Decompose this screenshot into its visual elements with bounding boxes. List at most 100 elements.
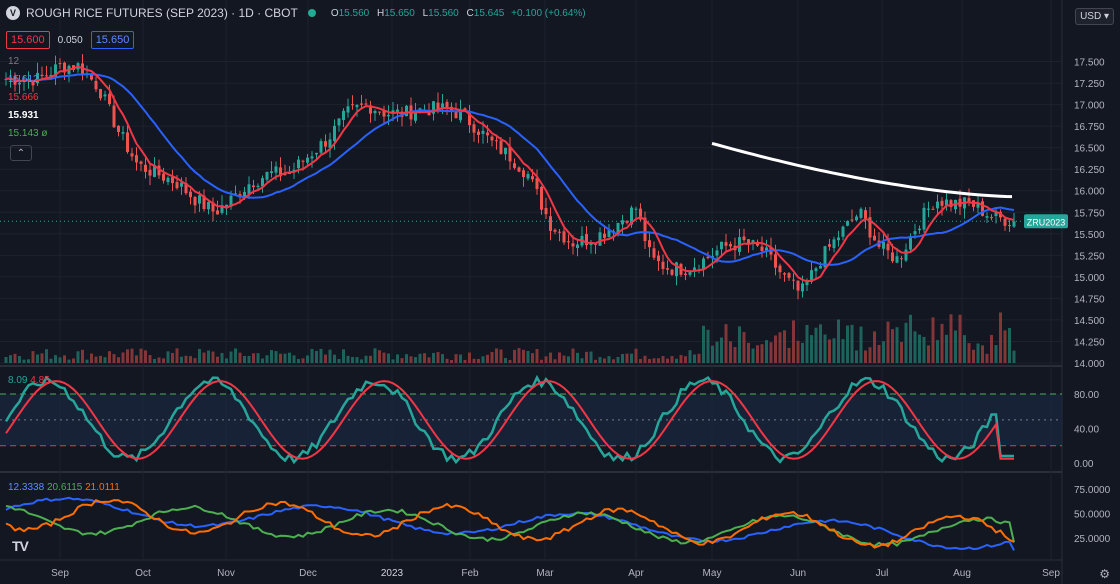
volume-bar: [783, 330, 786, 363]
indicator-legend-3[interactable]: 15.666: [8, 92, 39, 103]
volume-bar: [684, 356, 687, 363]
volume-bar: [94, 356, 98, 363]
volume-bar: [27, 359, 30, 363]
dmi-line-1: [5, 496, 1015, 551]
volume-bar: [247, 355, 251, 363]
candle-body: [103, 94, 107, 97]
price-badge-bg: [1024, 214, 1068, 229]
volume-bar: [580, 358, 584, 363]
candle-body: [765, 247, 768, 251]
candle-body: [202, 195, 206, 210]
volume-bar: [967, 343, 971, 363]
currency-label: USD: [1080, 11, 1102, 22]
symbol-logo-icon: V: [6, 6, 20, 20]
time-tick-label: Dec: [299, 568, 317, 579]
volume-bar: [715, 341, 719, 363]
volume-bar: [265, 355, 269, 363]
volume-bar: [886, 321, 890, 363]
candle-body: [49, 74, 53, 78]
dmi-tick-label: 75.0000: [1074, 485, 1111, 496]
symbol-header: V ROUGH RICE FUTURES (SEP 2023) · 1D · C…: [6, 6, 586, 20]
volume-bar: [567, 356, 570, 363]
candle-body: [796, 280, 800, 291]
candle-body: [40, 74, 44, 77]
open-value: 15.560: [338, 7, 370, 19]
settings-gear-icon[interactable]: ⚙: [1099, 567, 1110, 581]
price-tick-label: 15.750: [1074, 208, 1105, 219]
candle-body: [922, 207, 926, 230]
dmi-line-2: [5, 504, 1015, 548]
candle-body: [373, 110, 377, 114]
volume-bar: [126, 349, 129, 363]
volume-bar: [463, 359, 467, 363]
candle-body: [522, 170, 525, 177]
candle-body: [387, 114, 390, 117]
volume-bar: [495, 348, 498, 363]
volume-bar: [315, 350, 318, 363]
indicator-legend-4[interactable]: 15.931: [8, 110, 39, 121]
volume-bar: [342, 349, 345, 363]
collapse-legend-button[interactable]: ⌃: [10, 145, 32, 161]
volume-bar: [841, 339, 845, 363]
candle-body: [175, 182, 179, 189]
volume-bar: [954, 330, 957, 363]
dmi-tick-label: 50.0000: [1074, 510, 1111, 521]
currency-select[interactable]: USD ▾: [1075, 8, 1114, 25]
candle-body: [814, 268, 818, 272]
volume-bar: [729, 341, 732, 363]
candle-body: [652, 248, 656, 258]
volume-bar: [657, 358, 660, 363]
candle-body: [864, 210, 867, 220]
price-tick-label: 15.000: [1074, 273, 1105, 284]
candle-body: [495, 140, 498, 142]
volume-bar: [355, 357, 359, 363]
volume-bar: [688, 350, 692, 363]
candle-body: [414, 112, 417, 121]
volume-bar: [391, 359, 395, 363]
volume-bar: [936, 340, 939, 363]
stoch-legend[interactable]: 8.09 4.85: [8, 375, 50, 386]
volume-bar: [634, 348, 638, 363]
volume-bar: [243, 355, 246, 363]
candle-body: [391, 110, 395, 114]
volume-bar: [990, 334, 993, 363]
time-tick-label: Sep: [51, 568, 69, 579]
candle-body: [63, 62, 66, 73]
candle-body: [459, 109, 462, 121]
volume-bar: [931, 317, 935, 363]
volume-bar: [670, 356, 674, 363]
candle-body: [981, 201, 984, 216]
candle-body: [315, 152, 318, 155]
volume-bar: [895, 327, 899, 363]
candle-body: [706, 256, 710, 259]
sell-button[interactable]: 15.600: [6, 31, 50, 49]
time-tick-label: Sep: [1042, 568, 1060, 579]
price-tick-label: 15.500: [1074, 230, 1105, 241]
volume-bar: [216, 356, 219, 363]
price-badge-label: ZRU2023: [1027, 217, 1066, 227]
volume-bar: [625, 353, 629, 363]
candle-body: [1008, 225, 1011, 227]
candle-body: [909, 236, 912, 250]
volume-bar: [945, 334, 948, 363]
volume-bar: [873, 331, 876, 363]
buy-button[interactable]: 15.650: [90, 31, 135, 49]
volume-bar: [423, 353, 426, 363]
time-tick-label: Mar: [536, 568, 554, 579]
symbol-title[interactable]: ROUGH RICE FUTURES (SEP 2023) · 1D · CBO…: [26, 6, 298, 20]
indicator-legend-1[interactable]: 12: [8, 56, 20, 67]
candle-body: [729, 244, 732, 247]
indicator-legend-2[interactable]: 15.612: [8, 74, 39, 85]
ohlc-values: O15.560 H15.650 L15.560 C15.645 +0.100 (…: [326, 8, 586, 19]
indicator-legend-5[interactable]: 15.143 ø: [8, 128, 48, 139]
volume-bar: [477, 358, 480, 363]
candle-body: [513, 163, 516, 168]
volume-bar: [310, 348, 314, 363]
dmi-legend[interactable]: 12.3338 20.6115 21.0111: [8, 482, 120, 493]
stoch-d-value: 4.85: [30, 375, 50, 386]
candle-body: [549, 216, 552, 231]
volume-bar: [594, 359, 597, 363]
volume-bar: [468, 352, 471, 363]
